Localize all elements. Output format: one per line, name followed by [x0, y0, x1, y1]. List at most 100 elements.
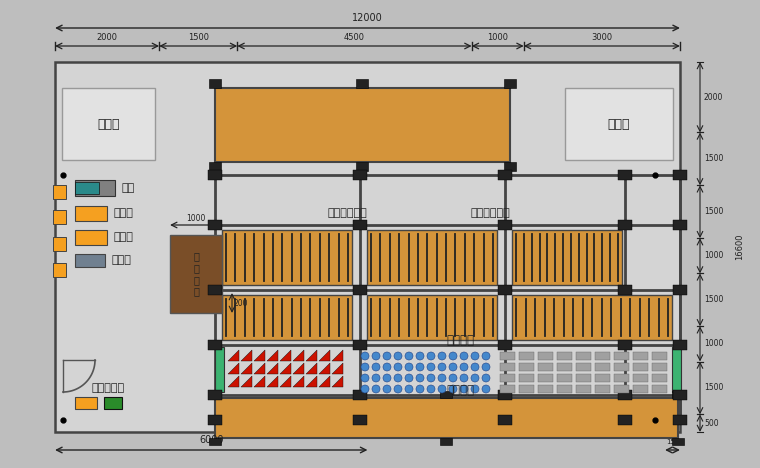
Text: 管材货架: 管材货架 [446, 334, 474, 346]
Bar [618, 415, 632, 425]
Circle shape [394, 374, 402, 382]
Bar [440, 391, 452, 398]
Bar [215, 347, 224, 392]
Bar [673, 170, 687, 180]
Bar [208, 220, 222, 230]
Bar [367, 230, 497, 285]
Bar [500, 363, 515, 371]
Bar [557, 363, 572, 371]
Circle shape [427, 363, 435, 371]
Bar [633, 363, 648, 371]
Bar [75, 397, 97, 409]
Circle shape [416, 363, 424, 371]
Circle shape [427, 374, 435, 382]
Bar [519, 374, 534, 382]
Bar [222, 295, 352, 340]
Bar [512, 295, 672, 340]
Circle shape [460, 352, 468, 360]
Bar [519, 352, 534, 360]
Circle shape [394, 385, 402, 393]
Circle shape [405, 385, 413, 393]
Bar [53, 263, 66, 277]
Polygon shape [319, 350, 330, 361]
Bar [498, 220, 512, 230]
Bar [498, 170, 512, 180]
Text: 6000: 6000 [199, 435, 223, 445]
Circle shape [405, 352, 413, 360]
Circle shape [361, 385, 369, 393]
Circle shape [438, 352, 446, 360]
Circle shape [372, 363, 380, 371]
Polygon shape [254, 376, 265, 387]
Bar [498, 340, 512, 350]
Bar [576, 385, 591, 393]
Bar [53, 210, 66, 224]
Bar [208, 340, 222, 350]
Bar [595, 352, 610, 360]
Text: 1500: 1500 [704, 207, 724, 216]
Circle shape [361, 374, 369, 382]
Bar [353, 415, 367, 425]
Bar [673, 390, 687, 400]
Text: 1500: 1500 [704, 154, 724, 163]
Bar [672, 438, 684, 445]
Polygon shape [241, 376, 252, 387]
Circle shape [405, 374, 413, 382]
Text: 电焊机: 电焊机 [113, 232, 133, 242]
Bar [75, 180, 115, 196]
Bar [353, 285, 367, 295]
Text: 1500: 1500 [704, 383, 724, 393]
Circle shape [471, 385, 479, 393]
Circle shape [438, 363, 446, 371]
Bar [595, 363, 610, 371]
Circle shape [383, 385, 391, 393]
Bar [498, 285, 512, 295]
Bar [367, 295, 497, 340]
Bar [538, 385, 553, 393]
Bar [215, 88, 510, 162]
Bar [356, 79, 368, 88]
Circle shape [460, 374, 468, 382]
Circle shape [471, 352, 479, 360]
Bar [652, 385, 667, 393]
Bar [618, 220, 632, 230]
Bar [53, 237, 66, 251]
Bar [75, 254, 105, 267]
Bar [673, 285, 687, 295]
Bar [672, 391, 684, 398]
Polygon shape [293, 363, 304, 374]
Circle shape [449, 363, 457, 371]
Text: 加
工
车
间: 加 工 车 间 [193, 252, 199, 296]
Bar [538, 352, 553, 360]
Bar [500, 374, 515, 382]
Bar [75, 206, 107, 221]
Bar [75, 182, 99, 194]
Circle shape [438, 385, 446, 393]
Bar [353, 220, 367, 230]
Bar [498, 390, 512, 400]
Bar [353, 390, 367, 400]
Circle shape [383, 352, 391, 360]
Bar [673, 220, 687, 230]
Polygon shape [306, 376, 317, 387]
Bar [208, 170, 222, 180]
Bar [565, 88, 673, 160]
Text: 成品区: 成品区 [608, 117, 630, 131]
Bar [614, 363, 629, 371]
Circle shape [416, 385, 424, 393]
Bar [614, 352, 629, 360]
Bar [633, 385, 648, 393]
Circle shape [449, 374, 457, 382]
Bar [618, 285, 632, 295]
Polygon shape [319, 376, 330, 387]
Bar [673, 340, 687, 350]
Bar [208, 390, 222, 400]
Circle shape [416, 352, 424, 360]
Text: 切割机: 切割机 [111, 255, 131, 265]
Text: 废料区: 废料区 [97, 117, 120, 131]
Bar [652, 363, 667, 371]
Bar [504, 79, 516, 88]
Polygon shape [332, 363, 343, 374]
Bar [356, 162, 368, 171]
Circle shape [471, 363, 479, 371]
